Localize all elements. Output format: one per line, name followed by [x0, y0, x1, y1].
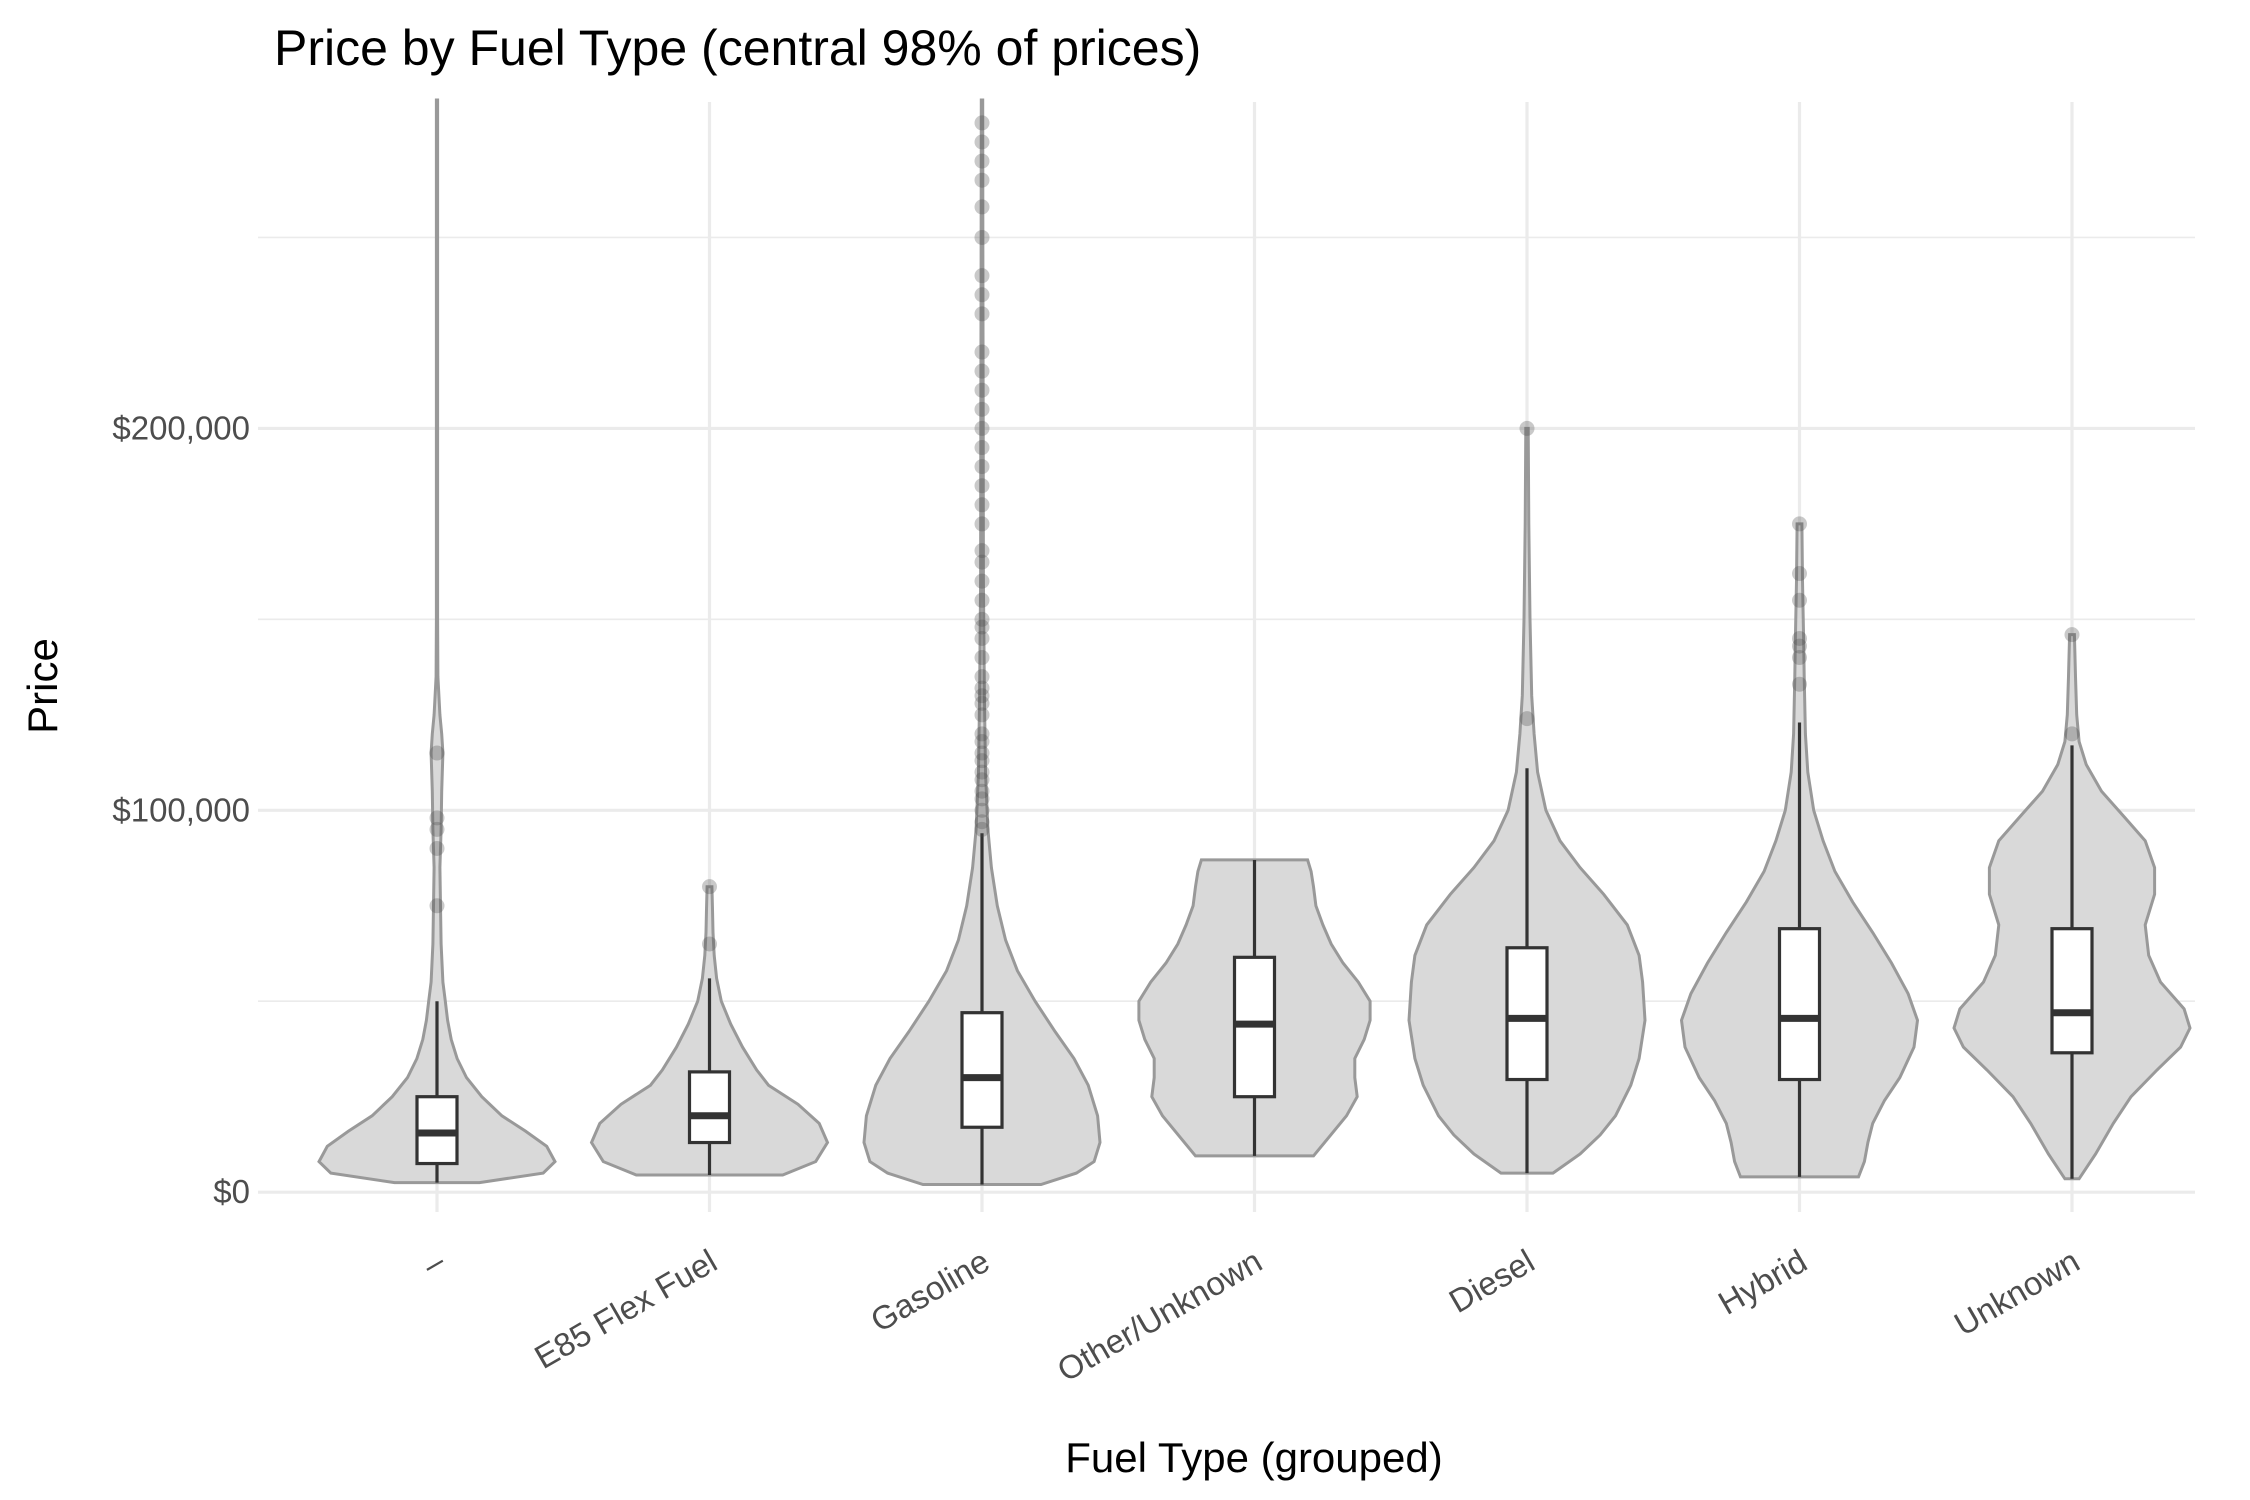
- outlier-point: [429, 840, 445, 856]
- outlier-point: [2064, 726, 2080, 742]
- outlier-point: [1792, 566, 1807, 582]
- x-tick-label: Unknown: [1948, 1242, 2086, 1343]
- outlier-point: [1519, 711, 1535, 727]
- outlier-point: [974, 783, 990, 799]
- outlier-point: [974, 695, 990, 711]
- outlier-point: [974, 363, 990, 379]
- outlier-point: [429, 810, 445, 826]
- outlier-point: [974, 592, 990, 608]
- outlier-point: [974, 650, 990, 666]
- outlier-point: [974, 543, 990, 559]
- y-axis-title: Price: [19, 638, 66, 734]
- outlier-point: [974, 287, 990, 303]
- outlier-point: [974, 172, 990, 188]
- outlier-point: [974, 554, 990, 570]
- iqr-box: [1505, 946, 1549, 1082]
- outlier-point: [974, 814, 990, 830]
- outlier-point: [974, 734, 990, 750]
- x-axis-ticks: – E85 Flex Fuel Gasoline Other/Unknown Diese…: [416, 1242, 2085, 1389]
- outlier-point: [1792, 592, 1807, 608]
- outlier-point: [429, 821, 445, 837]
- outlier-point: [974, 344, 990, 360]
- outlier-point: [974, 802, 990, 818]
- outlier-point: [702, 879, 717, 895]
- outlier-point: [974, 726, 990, 742]
- outlier-point: [974, 306, 990, 322]
- outlier-point: [1792, 638, 1807, 654]
- y-axis-ticks: $0 $100,000 $200,000: [112, 409, 250, 1210]
- outlier-point: [974, 611, 990, 627]
- y-tick-label: $100,000: [112, 791, 250, 828]
- y-tick-label: $200,000: [112, 409, 250, 446]
- x-tick-label: E85 Flex Fuel: [528, 1242, 723, 1376]
- outlier-point: [974, 573, 990, 589]
- outlier-point: [974, 134, 990, 150]
- chart-title: Price by Fuel Type (central 98% of price…: [274, 20, 1201, 76]
- outlier-point: [1792, 516, 1807, 532]
- x-tick-label: Other/Unknown: [1051, 1242, 1268, 1389]
- outlier-point: [974, 229, 990, 245]
- outlier-point: [974, 745, 990, 761]
- x-tick-label: Diesel: [1443, 1242, 1541, 1320]
- outlier-point: [974, 382, 990, 398]
- outlier-point: [702, 936, 717, 952]
- outlier-point: [974, 516, 990, 532]
- iqr-box: [1777, 927, 1822, 1082]
- boxplots: [415, 722, 2094, 1185]
- outlier-point: [974, 772, 990, 788]
- outlier-point: [974, 199, 990, 215]
- outlier-point: [974, 669, 990, 685]
- violin-0: [317, 98, 557, 1185]
- x-axis-title: Fuel Type (grouped): [1065, 1434, 1442, 1481]
- iqr-box: [687, 1070, 732, 1145]
- iqr-box: [960, 1011, 1004, 1129]
- y-tick-label: $0: [213, 1173, 250, 1210]
- outlier-point: [974, 478, 990, 494]
- outlier-point: [974, 440, 990, 456]
- outlier-point: [974, 680, 990, 696]
- outlier-point: [974, 497, 990, 513]
- outlier-point: [974, 153, 990, 169]
- outlier-point: [974, 115, 990, 131]
- outlier-point: [974, 401, 990, 417]
- x-tick-label: Gasoline: [864, 1242, 995, 1339]
- outlier-point: [974, 707, 990, 723]
- outlier-point: [429, 898, 445, 914]
- outlier-point: [429, 745, 445, 761]
- violin-2: [862, 98, 1102, 1186]
- outlier-point: [974, 459, 990, 475]
- iqr-box: [2050, 927, 2094, 1055]
- x-tick-label: –: [416, 1242, 451, 1284]
- outlier-point: [1792, 630, 1807, 646]
- outlier-points: [429, 115, 2080, 952]
- outlier-point: [974, 764, 990, 780]
- outlier-point: [1519, 420, 1535, 436]
- outlier-point: [974, 268, 990, 284]
- outlier-point: [2064, 627, 2080, 643]
- outlier-point: [974, 821, 990, 837]
- outlier-point: [974, 420, 990, 436]
- outlier-point: [1792, 676, 1807, 692]
- outlier-point: [974, 688, 990, 704]
- outlier-point: [974, 753, 990, 769]
- outlier-point: [974, 619, 990, 635]
- outlier-point: [1792, 650, 1807, 666]
- x-tick-label: Hybrid: [1712, 1242, 1813, 1322]
- outlier-point: [974, 791, 990, 807]
- outlier-point: [974, 630, 990, 646]
